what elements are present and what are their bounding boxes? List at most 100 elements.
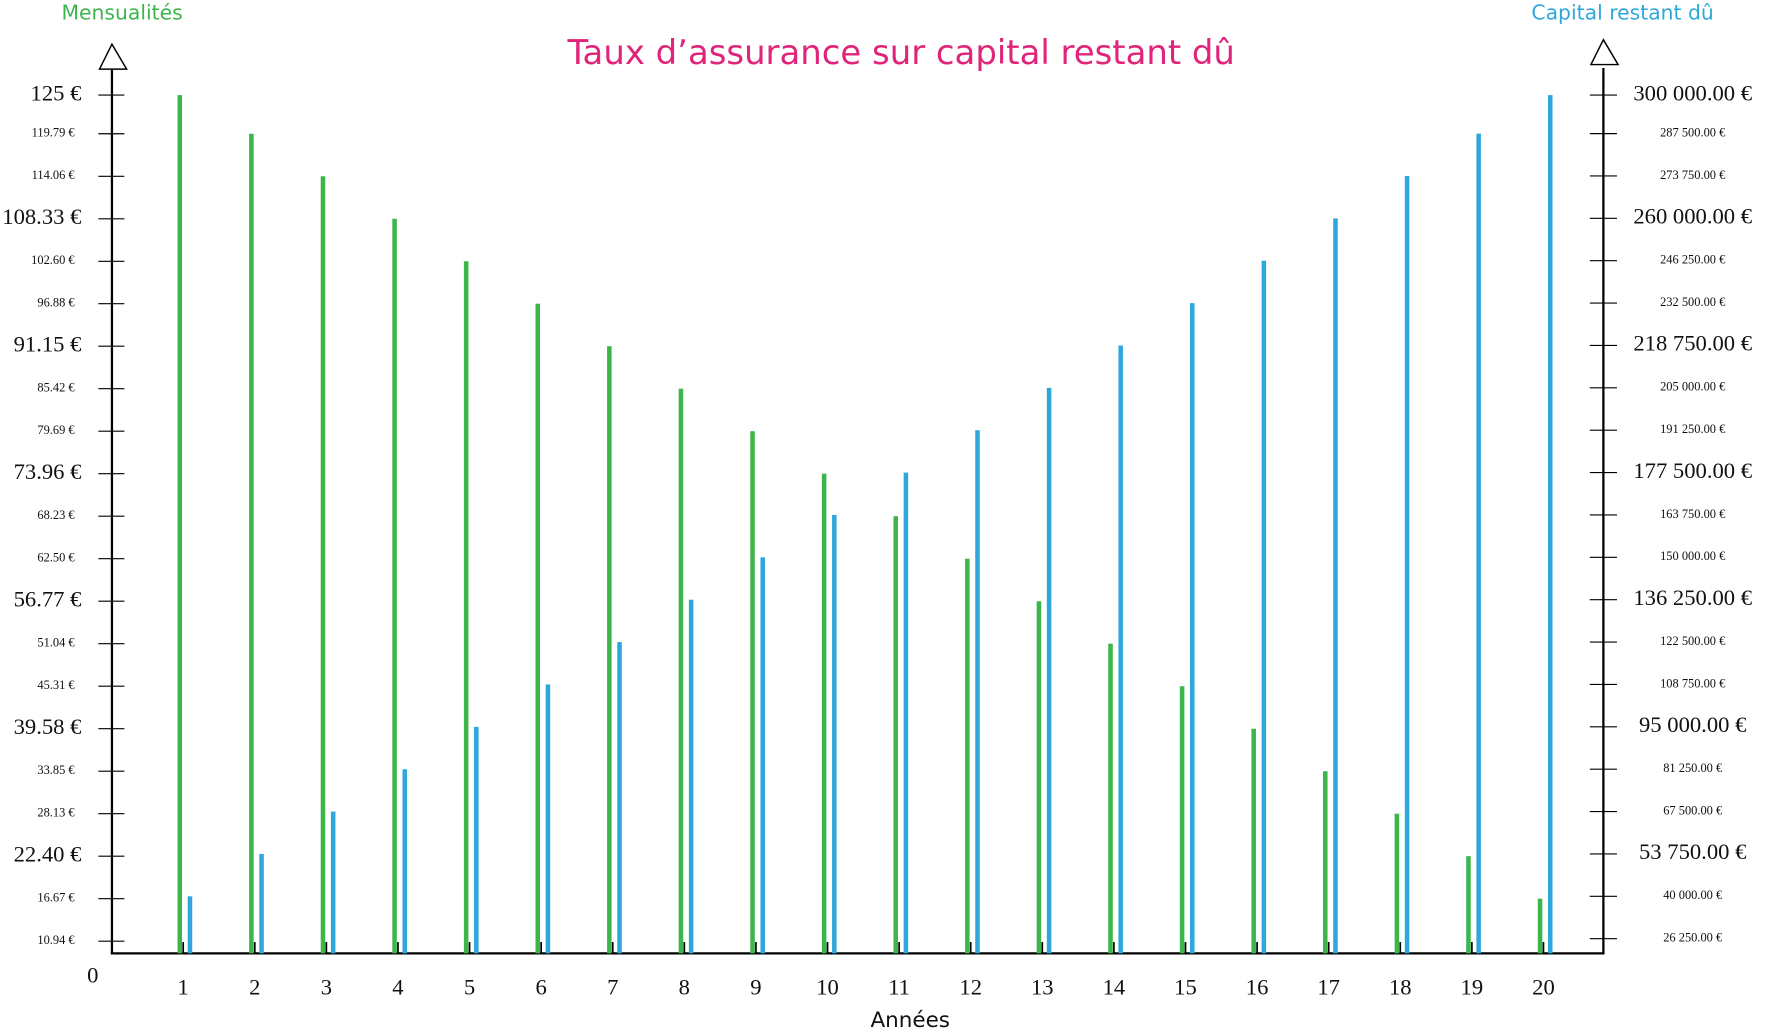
y2-tick-label: 191 250.00 €: [1660, 422, 1726, 436]
y-tick-label: 45.31 €: [37, 678, 75, 692]
bar: [463, 261, 469, 954]
y2-tick-label: 246 250.00 €: [1660, 253, 1726, 267]
x-tick-label: 16: [1246, 975, 1269, 1000]
bar: [750, 431, 755, 954]
y2-axis-arrow: [1589, 38, 1620, 66]
bar: [259, 853, 264, 954]
bar: [893, 516, 898, 954]
y2-tick-label: 163 750.00 €: [1660, 507, 1726, 521]
y-tick-label: 119.79 €: [32, 126, 76, 140]
bar: [821, 473, 827, 954]
y-tick-label: 102.60 €: [31, 253, 75, 267]
y2-tick-label: 40 000.00 €: [1663, 888, 1723, 902]
bar: [760, 557, 765, 954]
x-tick-label: 15: [1174, 975, 1197, 1000]
bar: [832, 514, 837, 954]
y-tick-label: 56.77 €: [14, 586, 82, 611]
x-tick-label: 19: [1461, 975, 1484, 1000]
bar: [1261, 260, 1267, 954]
bar: [1190, 303, 1195, 954]
y-axis-title: Mensualités: [61, 1, 182, 25]
bar: [187, 896, 193, 954]
bar: [1476, 133, 1481, 954]
bar: [1118, 345, 1123, 954]
bar: [1046, 387, 1052, 954]
bar: [903, 472, 909, 954]
y2-tick-label: 232 500.00 €: [1660, 295, 1726, 309]
bar: [545, 684, 551, 954]
y-tick-label: 91.15 €: [14, 331, 82, 356]
x-tick-label: 4: [392, 975, 403, 1000]
y2-tick-label: 300 000.00 €: [1633, 80, 1752, 105]
bar: [1394, 813, 1400, 954]
bar: [678, 388, 684, 954]
x-tick-label: 3: [321, 975, 332, 1000]
origin-label: 0: [87, 962, 98, 987]
y-tick-label: 125 €: [31, 80, 82, 105]
y-tick-label: 10.94 €: [37, 933, 75, 947]
bar: [535, 303, 541, 954]
bar: [1537, 898, 1543, 954]
chart-title: Taux d’assurance sur capital restant dû: [566, 33, 1234, 72]
y-tick-label: 85.42 €: [37, 381, 75, 395]
y2-tick-label: 177 500.00 €: [1633, 458, 1752, 483]
y2-tick-label: 136 250.00 €: [1633, 585, 1752, 610]
bar: [474, 726, 479, 954]
bar: [1404, 175, 1410, 954]
y-tick-label: 28.13 €: [37, 806, 75, 820]
bar: [1466, 856, 1471, 954]
x-tick-label: 20: [1532, 975, 1555, 1000]
y2-tick-label: 67 500.00 €: [1663, 803, 1723, 817]
bar: [1036, 601, 1042, 954]
x-tick-label: 1: [178, 975, 189, 1000]
x-tick-label: 5: [464, 975, 475, 1000]
bar: [1108, 643, 1113, 954]
y-tick-label: 22.40 €: [14, 841, 82, 866]
y2-axis-title: Capital restant dû: [1531, 1, 1713, 25]
bar: [1179, 686, 1185, 954]
x-tick-label: 10: [816, 975, 839, 1000]
x-tick-label: 17: [1317, 975, 1340, 1000]
bar: [688, 599, 694, 954]
y-tick-label: 33.85 €: [37, 763, 75, 777]
y-tick-label: 16.67 €: [37, 891, 75, 905]
bar: [392, 218, 397, 954]
x-tick-label: 14: [1103, 975, 1126, 1000]
bar: [249, 133, 254, 954]
y2-tick-label: 218 750.00 €: [1633, 331, 1752, 356]
bar: [330, 811, 336, 954]
y2-tick-label: 95 000.00 €: [1639, 712, 1746, 737]
x-tick-label: 13: [1031, 975, 1054, 1000]
x-tick-label: 9: [750, 975, 761, 1000]
x-axis-title: Années: [870, 1008, 950, 1033]
bar: [402, 769, 408, 954]
y-tick-label: 96.88 €: [37, 296, 75, 310]
y2-tick-label: 287 500.00 €: [1660, 125, 1726, 139]
y2-tick-label: 53 750.00 €: [1639, 839, 1746, 864]
y2-tick-label: 260 000.00 €: [1633, 204, 1752, 229]
y-axis-arrow: [98, 42, 128, 70]
y2-tick-label: 205 000.00 €: [1660, 380, 1726, 394]
bar: [1251, 728, 1256, 954]
y-tick-label: 79.69 €: [37, 423, 75, 437]
bar: [320, 176, 326, 954]
bar: [975, 430, 980, 954]
y-tick-label: 108.33 €: [2, 204, 81, 229]
x-tick-label: 7: [607, 975, 618, 1000]
y2-tick-label: 108 750.00 €: [1660, 676, 1726, 690]
bar: [1333, 218, 1338, 954]
bar: [607, 346, 612, 954]
bar: [177, 95, 183, 954]
bar: [617, 642, 622, 954]
bar: [1547, 95, 1553, 954]
y-tick-label: 51.04 €: [37, 636, 75, 650]
y2-tick-label: 81 250.00 €: [1663, 761, 1723, 775]
y-tick-label: 68.23 €: [37, 508, 75, 522]
y2-tick-label: 122 500.00 €: [1660, 634, 1726, 648]
x-tick-label: 8: [679, 975, 690, 1000]
x-tick-label: 11: [888, 975, 910, 1000]
y-tick-label: 62.50 €: [37, 551, 75, 565]
x-tick-label: 6: [535, 975, 546, 1000]
